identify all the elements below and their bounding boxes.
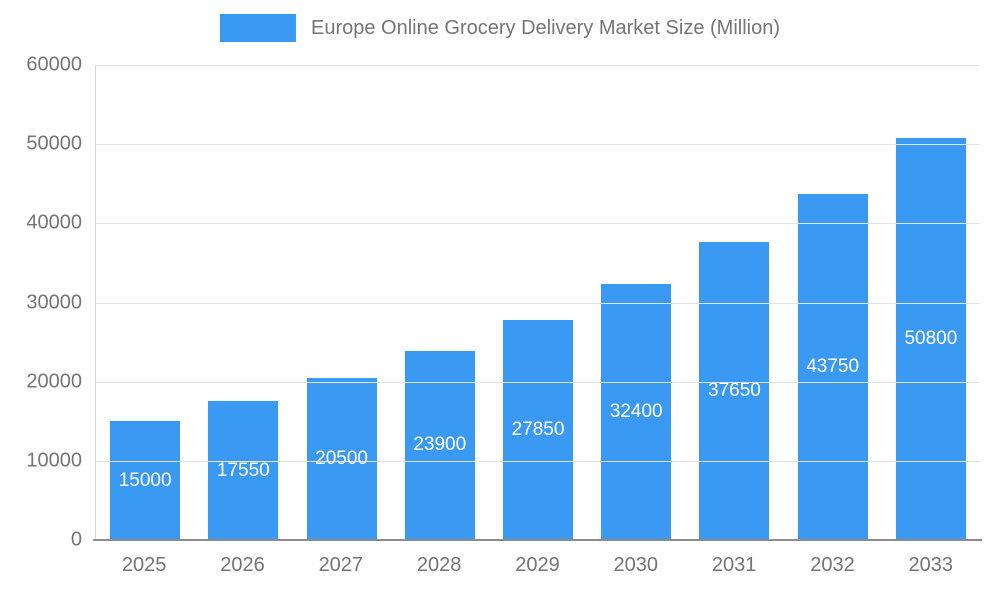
bar-cell: 27850 xyxy=(489,319,587,540)
bar-value-label: 27850 xyxy=(511,418,565,440)
bars-container: 15000 17550 20500 23900 27850 32400 37650 43750… xyxy=(96,65,980,540)
bar-2026[interactable]: 17550 xyxy=(208,401,279,540)
gridline xyxy=(96,65,980,66)
bar-2031[interactable]: 37650 xyxy=(699,241,770,540)
bar-cell: 17550 xyxy=(194,401,292,540)
x-tick-label: 2025 xyxy=(121,554,167,576)
x-tick-label: 2026 xyxy=(220,554,265,576)
bar-2033[interactable]: 50800 xyxy=(895,137,966,540)
bar-2028[interactable]: 23900 xyxy=(404,350,475,540)
y-tick-label: 30000 xyxy=(26,291,82,313)
x-tick-label: 2033 xyxy=(908,554,954,576)
bar-cell: 23900 xyxy=(391,350,489,540)
gridline xyxy=(96,460,980,462)
bar-value-label: 20500 xyxy=(315,447,368,469)
bar-cell: 37650 xyxy=(685,241,783,540)
bar-cell: 43750 xyxy=(784,193,882,540)
x-tick-label: 2031 xyxy=(711,554,757,576)
y-tick-label: 50000 xyxy=(26,132,82,155)
bar-cell: 15000 xyxy=(96,421,194,540)
bar-value-label: 50800 xyxy=(904,327,958,349)
legend-swatch-icon xyxy=(219,14,296,42)
gridline xyxy=(96,223,980,225)
gridline xyxy=(96,302,980,304)
bar-value-label: 17550 xyxy=(216,459,270,481)
bar-2029[interactable]: 27850 xyxy=(502,319,573,540)
plot-area: 15000 17550 20500 23900 27850 32400 37650 43750… xyxy=(95,65,980,540)
bar-value-label: 43750 xyxy=(806,355,860,377)
x-tick-label: 2029 xyxy=(515,554,560,576)
legend[interactable]: Europe Online Grocery Delivery Market Si… xyxy=(219,14,781,42)
bar-2025[interactable]: 15000 xyxy=(110,421,181,540)
bar-cell: 50800 xyxy=(882,137,980,540)
x-tick-label: 2030 xyxy=(613,554,659,576)
y-tick-label: 0 xyxy=(70,528,82,551)
bar-value-label: 15000 xyxy=(118,469,172,491)
bar-2032[interactable]: 43750 xyxy=(797,193,868,540)
x-axis-line xyxy=(93,539,982,541)
x-axis-labels: 2025 2026 2027 2028 2029 2030 2031 2032 2033 xyxy=(95,554,980,577)
y-tick-label: 40000 xyxy=(26,211,82,234)
x-tick-label: 2032 xyxy=(810,554,855,576)
bar-value-label: 23900 xyxy=(413,434,467,456)
bar-cell: 20500 xyxy=(292,377,390,540)
bar-value-label: 32400 xyxy=(609,400,663,422)
gridline xyxy=(96,381,980,383)
bar-2027[interactable]: 20500 xyxy=(306,377,377,540)
y-tick-label: 10000 xyxy=(26,449,82,472)
bar-cell: 32400 xyxy=(587,283,685,540)
y-tick-label: 60000 xyxy=(26,53,82,76)
bar-2030[interactable]: 32400 xyxy=(601,283,672,540)
bar-value-label: 37650 xyxy=(708,379,761,401)
x-tick-label: 2027 xyxy=(318,554,364,576)
legend-label: Europe Online Grocery Delivery Market Si… xyxy=(310,16,781,39)
y-tick-label: 20000 xyxy=(26,370,82,393)
x-tick-label: 2028 xyxy=(416,554,462,576)
gridline xyxy=(96,144,980,146)
